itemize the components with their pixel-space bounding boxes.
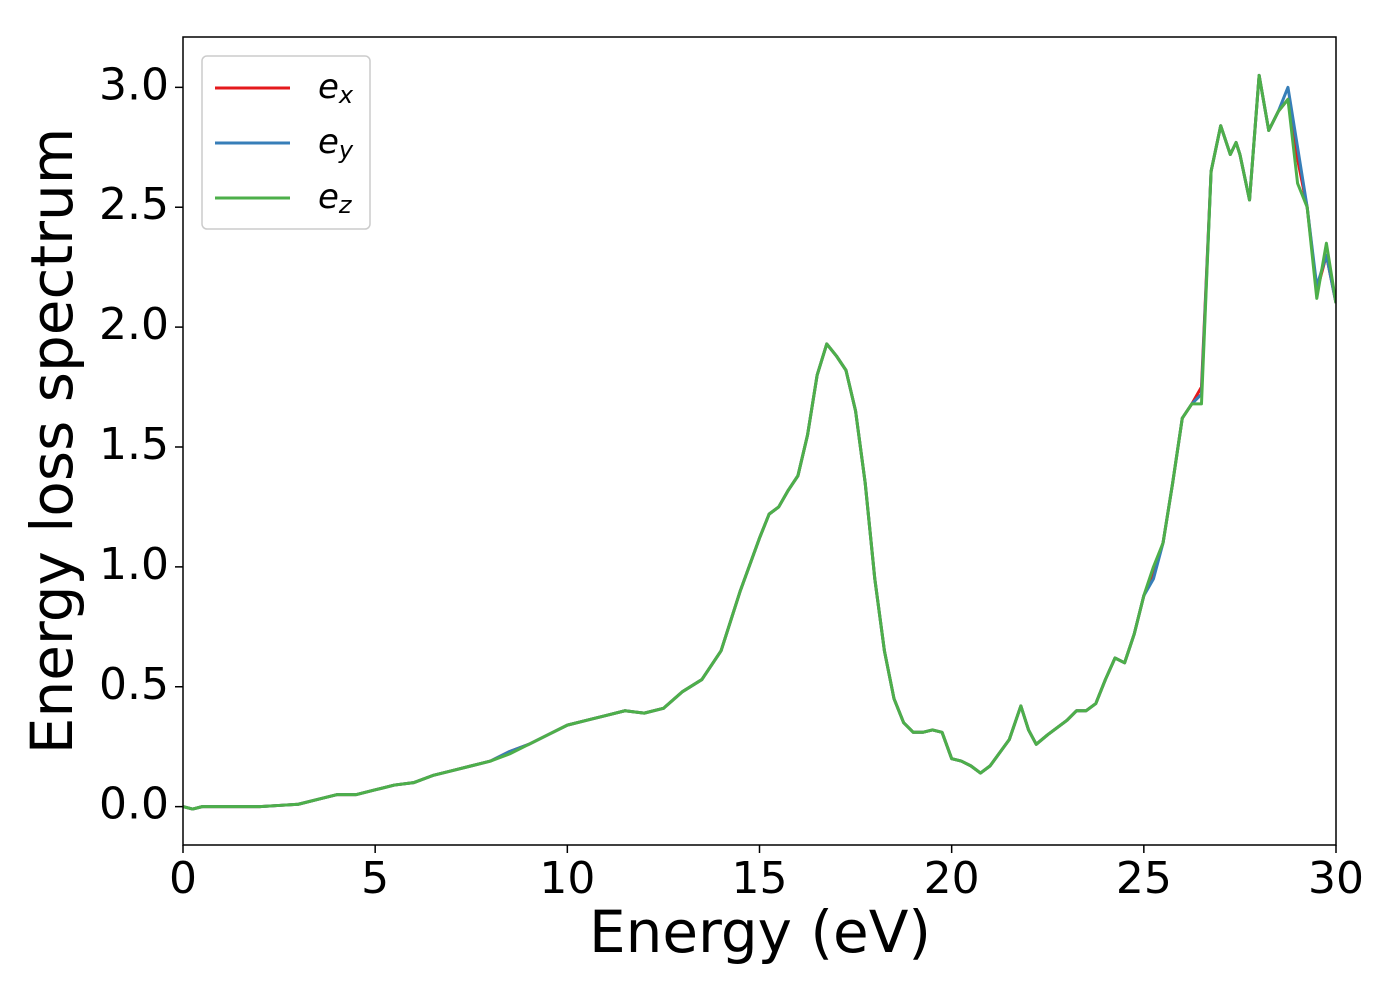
x-tick-label: 15	[732, 853, 788, 904]
y-tick-label: 1.5	[99, 419, 169, 470]
x-tick-label: 10	[539, 853, 595, 904]
legend-label: ey	[318, 122, 354, 165]
legend-label: ez	[318, 177, 353, 220]
x-tick-label: 30	[1308, 853, 1364, 904]
legend-label-base: e	[318, 177, 339, 217]
y-axis-label: Energy loss spectrum	[18, 128, 86, 754]
y-tick-label: 0.0	[99, 779, 169, 830]
x-axis-label: Energy (eV)	[589, 898, 931, 966]
legend-label-sub: z	[338, 191, 353, 219]
plot-frame	[182, 36, 1337, 846]
legend-label-base: e	[318, 122, 339, 162]
y-tick-label: 2.0	[99, 299, 169, 350]
x-tick-label: 25	[1116, 853, 1172, 904]
legend-label-sub: x	[338, 81, 354, 109]
y-tick-label: 0.5	[99, 659, 169, 710]
legend-label-sub: y	[338, 136, 354, 164]
legend-label-base: e	[318, 67, 339, 107]
y-tick-label: 1.0	[99, 539, 169, 590]
legend-label: ex	[318, 67, 354, 110]
series-line	[183, 73, 1336, 811]
y-tick-label: 3.0	[99, 59, 169, 110]
x-tick-label: 20	[924, 853, 980, 904]
y-tick-label: 2.5	[99, 179, 169, 230]
x-tick-label: 0	[169, 853, 197, 904]
x-tick-label: 5	[361, 853, 389, 904]
